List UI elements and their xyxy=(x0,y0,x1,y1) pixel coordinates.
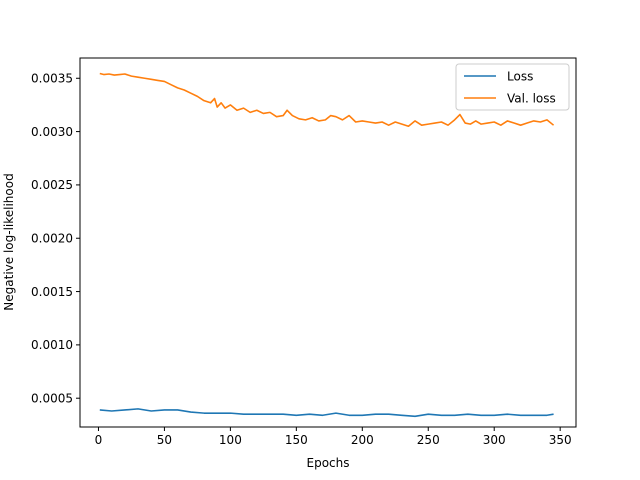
y-tick-label: 0.0015 xyxy=(31,285,73,299)
y-tick-label: 0.0030 xyxy=(31,125,73,139)
y-tick-label: 0.0010 xyxy=(31,338,73,352)
x-tick-label: 250 xyxy=(417,433,440,447)
series-layer xyxy=(99,72,555,418)
legend-label-val-loss: Val. loss xyxy=(507,92,556,106)
x-tick-label: 50 xyxy=(157,433,172,447)
x-axis-ticks: 0 50 100 150 200 250 300 350 xyxy=(95,427,572,447)
plot-area xyxy=(79,57,577,428)
series-line-val-loss xyxy=(99,72,555,128)
x-tick-label: 150 xyxy=(285,433,308,447)
y-tick-label: 0.0020 xyxy=(31,232,73,246)
legend-label-loss: Loss xyxy=(507,70,533,84)
x-tick-label: 0 xyxy=(95,433,103,447)
x-tick-label: 300 xyxy=(483,433,506,447)
y-tick-label: 0.0025 xyxy=(31,178,73,192)
x-tick-label: 100 xyxy=(219,433,242,447)
y-axis-ticks: 0.0005 0.0010 0.0015 0.0020 0.0025 0.0030 0.00… xyxy=(31,72,80,406)
x-tick-label: 350 xyxy=(549,433,572,447)
series-line-loss xyxy=(99,408,554,418)
legend: Loss Val. loss xyxy=(455,63,570,111)
x-tick-label: 200 xyxy=(351,433,374,447)
x-axis-label: Epochs xyxy=(307,456,350,470)
y-tick-label: 0.0005 xyxy=(31,392,73,406)
y-tick-label: 0.0035 xyxy=(31,72,73,86)
y-axis-label: Negative log-likelihood xyxy=(2,173,16,310)
axes-frame xyxy=(79,57,577,428)
